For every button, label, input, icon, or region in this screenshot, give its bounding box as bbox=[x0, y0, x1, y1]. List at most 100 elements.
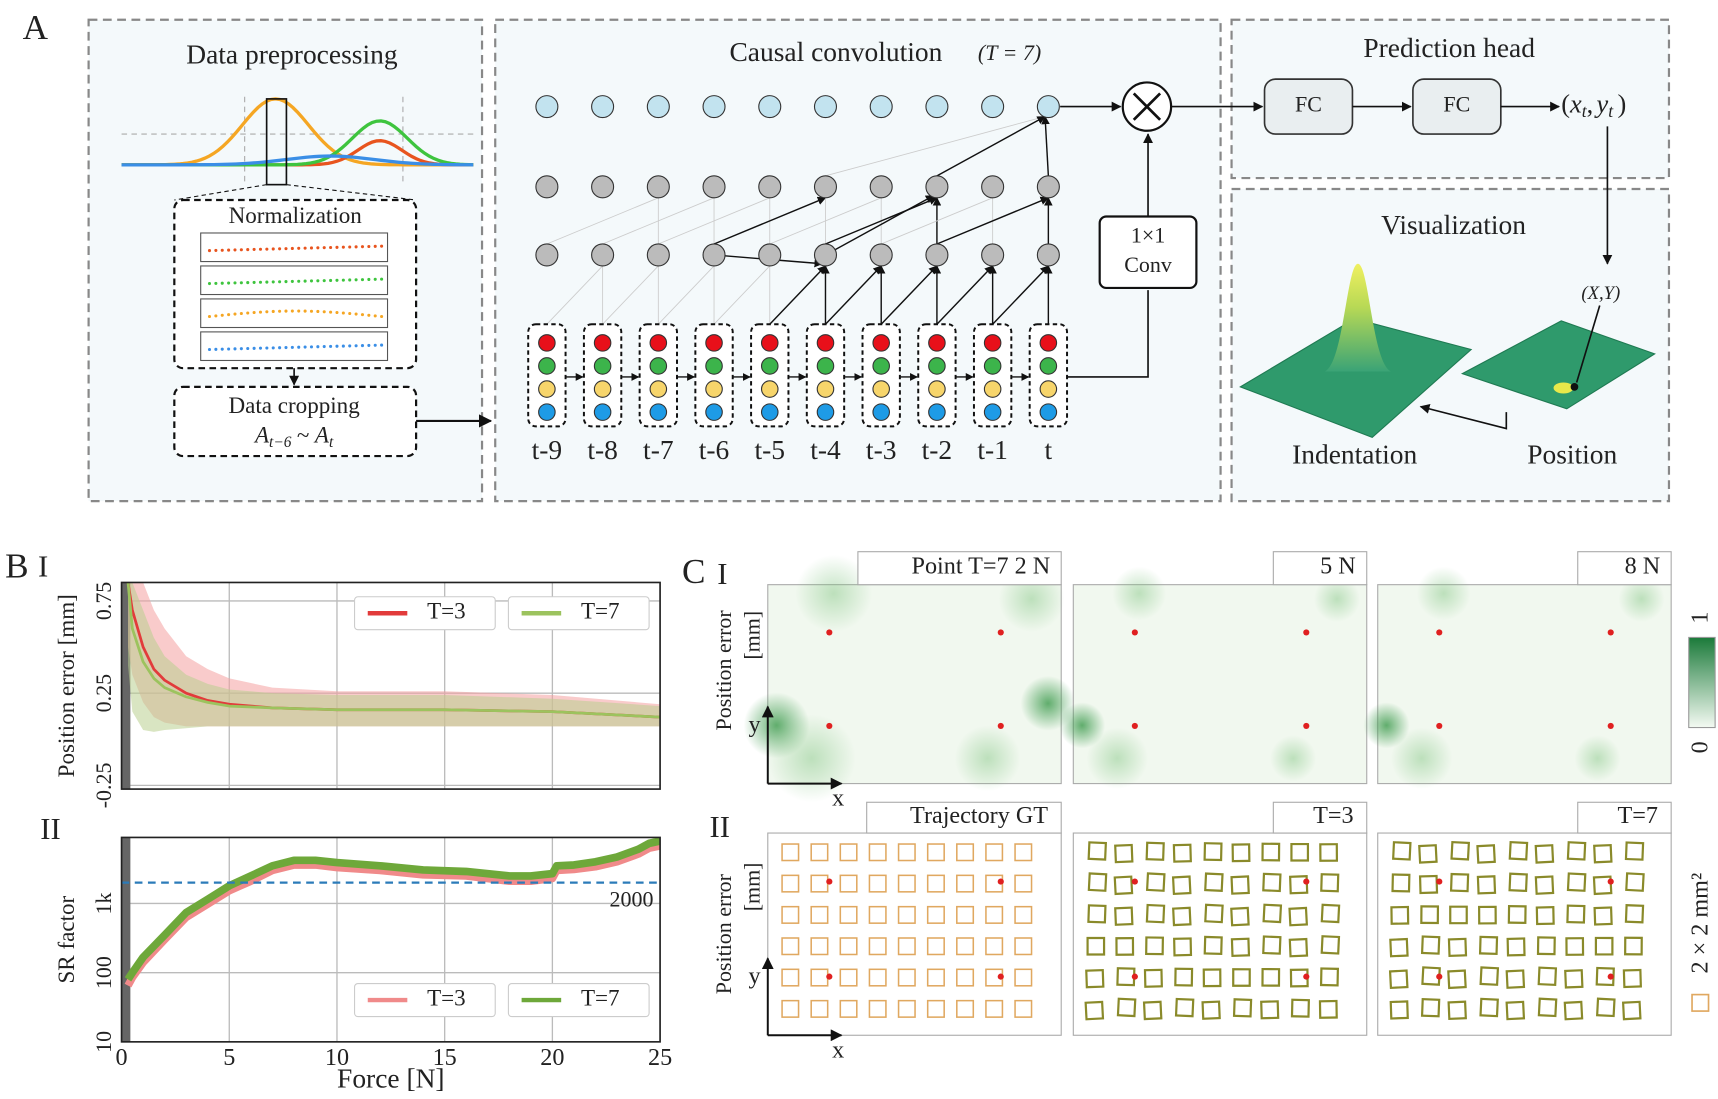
position-spot bbox=[1553, 382, 1574, 394]
trajectory-square bbox=[985, 999, 1004, 1018]
row-label: II bbox=[40, 812, 61, 846]
dot bbox=[252, 247, 256, 251]
trajectory-square bbox=[1478, 935, 1499, 955]
trajectory-square bbox=[839, 843, 858, 862]
marker-point bbox=[1436, 629, 1443, 636]
y-tick-label: 0.75 bbox=[91, 582, 116, 620]
dot bbox=[367, 313, 371, 317]
trajectory-square bbox=[1566, 872, 1587, 892]
trajectory-square bbox=[985, 905, 1004, 924]
trajectory-square bbox=[1592, 875, 1613, 896]
trajectory-square bbox=[839, 937, 858, 956]
dot bbox=[239, 347, 243, 351]
trajectory-square bbox=[1085, 969, 1105, 989]
dot bbox=[380, 314, 384, 319]
trajectory-square bbox=[956, 905, 975, 924]
trajectory-square bbox=[1508, 840, 1529, 861]
window bbox=[265, 98, 288, 186]
dot bbox=[297, 246, 301, 250]
connection bbox=[658, 265, 715, 325]
legend-label: T=7 bbox=[581, 598, 620, 624]
sensor bbox=[649, 357, 668, 375]
range-part: ~ bbox=[297, 422, 309, 448]
marker-point bbox=[1131, 878, 1138, 885]
time-label: t-1 bbox=[977, 435, 1008, 465]
trajectory-square bbox=[1505, 1000, 1526, 1021]
trajectory-square bbox=[1476, 844, 1496, 864]
trajectory-square bbox=[1202, 968, 1222, 988]
trajectory-square bbox=[1566, 841, 1587, 861]
panel-title: 5 N bbox=[1320, 553, 1356, 580]
marker-point bbox=[1436, 878, 1443, 885]
trajectory-square bbox=[926, 999, 945, 1018]
label: Position bbox=[1527, 439, 1617, 469]
node bbox=[869, 95, 893, 119]
trajectory-square bbox=[1204, 872, 1224, 892]
dot bbox=[239, 248, 243, 252]
trajectory-square bbox=[1507, 905, 1527, 924]
heat-spot bbox=[1313, 575, 1361, 623]
sensor bbox=[760, 334, 779, 352]
trajectory-square bbox=[1418, 874, 1439, 895]
y-tick-label: 10 bbox=[91, 1031, 116, 1053]
node bbox=[702, 175, 726, 199]
trajectory-square bbox=[1505, 969, 1526, 989]
dot bbox=[322, 279, 326, 283]
dot bbox=[220, 281, 224, 285]
trajectory-square bbox=[897, 874, 916, 893]
panel-letter: B bbox=[5, 546, 28, 585]
sensor bbox=[872, 380, 890, 398]
trajectory-square bbox=[1449, 872, 1470, 893]
dot bbox=[322, 246, 326, 250]
trajectory-square bbox=[1262, 903, 1283, 924]
dot bbox=[354, 278, 358, 282]
trajectory-square bbox=[781, 937, 800, 956]
section-title: Data preprocessing bbox=[186, 39, 398, 69]
time-label: t-8 bbox=[587, 435, 618, 465]
trajectory-panel bbox=[1377, 832, 1672, 1036]
dot bbox=[322, 310, 326, 314]
sensor bbox=[538, 380, 556, 398]
dot bbox=[360, 245, 365, 249]
dot bbox=[214, 281, 218, 285]
trajectory-square bbox=[781, 968, 800, 987]
dot bbox=[227, 347, 231, 351]
title-box bbox=[1272, 801, 1368, 834]
dot bbox=[278, 309, 282, 313]
trajectory-square bbox=[1114, 843, 1134, 864]
trajectory-square bbox=[1450, 840, 1471, 861]
trajectory-square bbox=[1420, 905, 1440, 925]
connection bbox=[602, 265, 659, 325]
dot bbox=[341, 344, 345, 348]
sensor bbox=[593, 380, 612, 398]
trajectory-square bbox=[1174, 967, 1194, 987]
dot bbox=[258, 280, 263, 284]
connection bbox=[713, 196, 827, 245]
heat-spot bbox=[1416, 566, 1471, 621]
y-axis-label: SR factor bbox=[53, 895, 79, 983]
trajectory-square bbox=[1288, 906, 1308, 927]
trajectory-square bbox=[1087, 841, 1108, 861]
marker-point bbox=[1436, 722, 1443, 729]
dot bbox=[297, 279, 301, 283]
dot bbox=[309, 309, 314, 313]
dot bbox=[278, 346, 282, 350]
dot bbox=[265, 247, 269, 251]
dot bbox=[246, 248, 250, 252]
label: FC bbox=[1295, 92, 1322, 117]
dot bbox=[271, 309, 275, 314]
sensor bbox=[928, 334, 946, 352]
dot bbox=[367, 343, 371, 347]
input-stack bbox=[861, 323, 901, 428]
dot bbox=[220, 347, 224, 351]
sensor bbox=[760, 357, 779, 375]
trajectory-square bbox=[1593, 843, 1613, 864]
dot bbox=[290, 279, 294, 283]
heat-spot bbox=[1270, 735, 1317, 782]
trajectory-square bbox=[1447, 937, 1468, 958]
time-label: t-7 bbox=[643, 435, 674, 465]
dot bbox=[227, 248, 231, 252]
trajectory-square bbox=[1418, 844, 1438, 864]
heat-spot bbox=[1059, 702, 1106, 749]
trajectory-square bbox=[1084, 1000, 1105, 1021]
